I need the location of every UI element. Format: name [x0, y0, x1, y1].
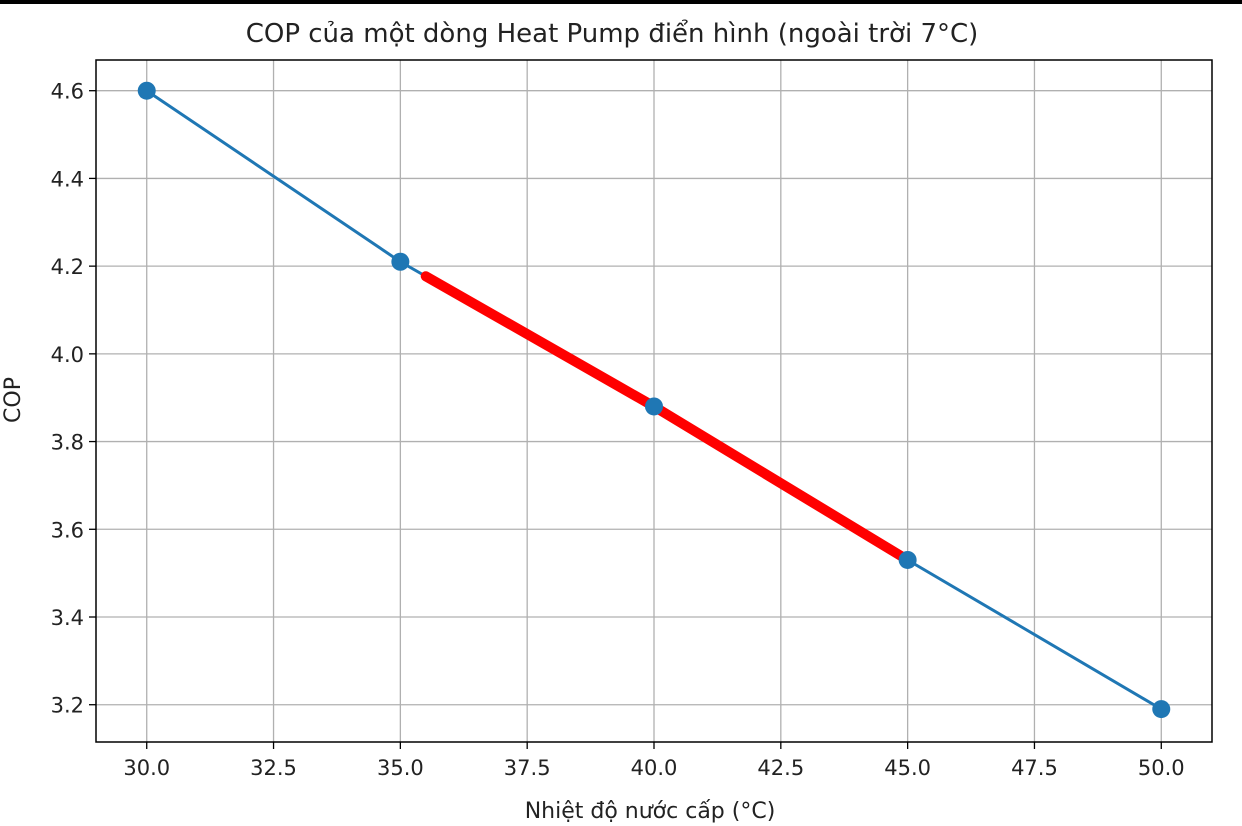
ticks: 30.0 32.5 35.0 37.5 40.0 42.5 45.0 47.5 50.0 3.2 3…	[51, 80, 1185, 780]
data-point	[645, 397, 663, 416]
x-tick-label: 45.0	[884, 756, 931, 780]
data-point	[1152, 700, 1171, 719]
x-tick-label: 47.5	[1011, 756, 1058, 780]
data-point	[391, 252, 410, 271]
y-axis-label: COP	[1, 377, 26, 423]
chart-title: COP của một dòng Heat Pump điển hình (ng…	[246, 18, 979, 49]
top-border	[0, 0, 1242, 4]
y-tick-label: 4.6	[51, 80, 84, 104]
y-tick-label: 4.0	[51, 343, 84, 367]
data-point	[898, 550, 917, 569]
x-tick-label: 42.5	[757, 756, 804, 780]
data-point	[137, 81, 156, 100]
y-tick-label: 4.2	[51, 255, 84, 279]
y-tick-label: 3.4	[51, 606, 84, 630]
y-tick-label: 3.2	[51, 694, 84, 718]
y-tick-label: 3.8	[51, 431, 84, 455]
grid	[96, 60, 1212, 742]
series	[137, 81, 1171, 719]
highlight-segment	[420, 271, 913, 565]
x-tick-label: 32.5	[250, 756, 297, 780]
y-tick-label: 4.4	[51, 167, 84, 191]
x-tick-label: 35.0	[377, 756, 424, 780]
x-tick-label: 37.5	[504, 756, 551, 780]
y-tick-label: 3.6	[51, 518, 84, 542]
x-tick-label: 30.0	[123, 756, 170, 780]
plot-frame	[95, 59, 1213, 743]
x-tick-label: 50.0	[1138, 756, 1185, 780]
x-tick-label: 40.0	[631, 756, 678, 780]
x-axis-label: Nhiệt độ nước cấp (°C)	[525, 799, 776, 824]
